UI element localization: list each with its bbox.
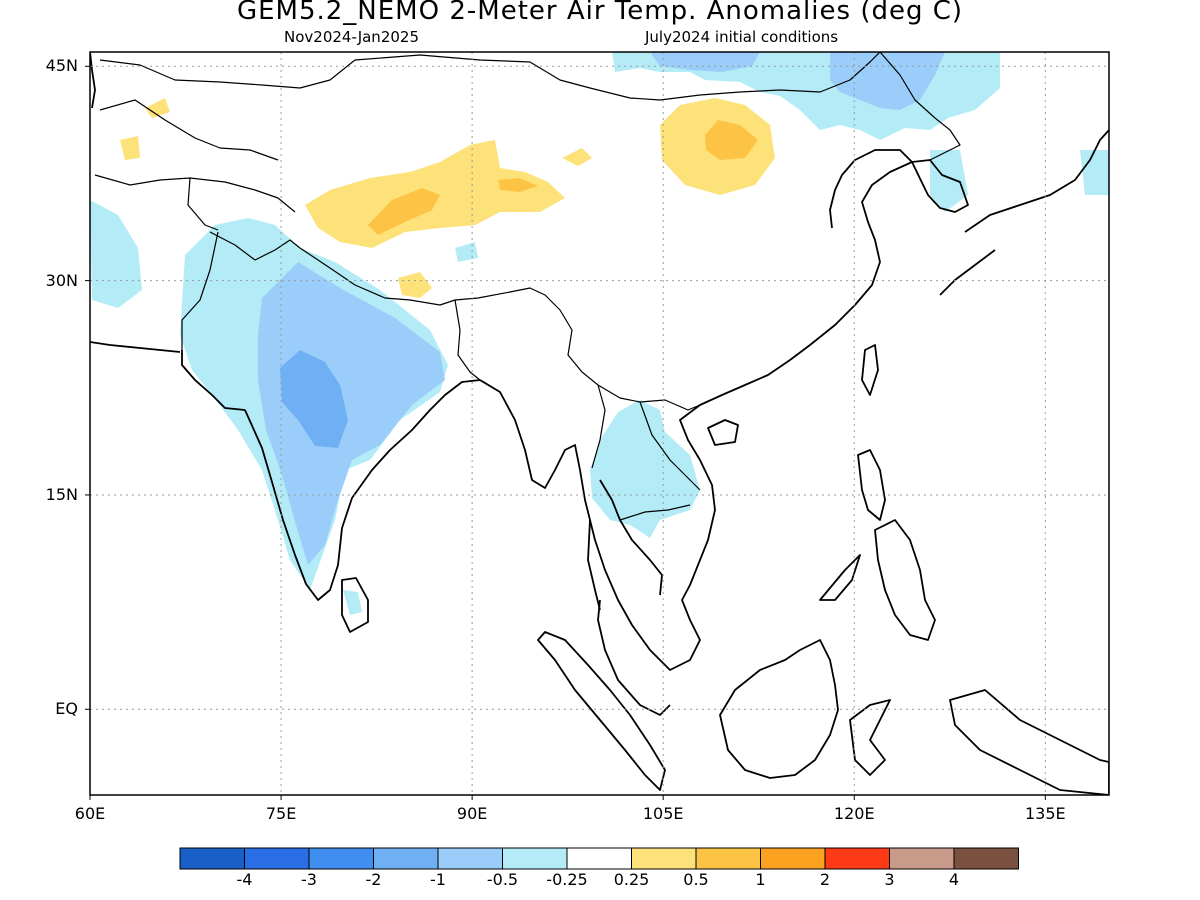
colorbar-label: 0.25 bbox=[613, 870, 650, 889]
anomaly-region-west-cyan bbox=[90, 200, 142, 308]
colorbar-swatch bbox=[889, 847, 955, 870]
colorbar-swatch bbox=[824, 847, 890, 870]
colorbar-label: -0.5 bbox=[486, 870, 519, 889]
axis-ticks bbox=[85, 65, 1046, 800]
colorbar-swatch bbox=[437, 847, 503, 870]
anomaly-region-mongolia-orange bbox=[705, 120, 758, 160]
lat-label: 30N bbox=[45, 270, 78, 290]
colorbar-label: 3 bbox=[884, 870, 895, 889]
colorbar-label: -3 bbox=[301, 870, 317, 889]
colorbar-swatch bbox=[695, 847, 761, 870]
lat-label: 15N bbox=[45, 484, 78, 504]
country-borders bbox=[94, 52, 961, 521]
colorbar-label: 1 bbox=[755, 870, 766, 889]
anomaly-region-nepal-yellow bbox=[398, 272, 432, 298]
colorbar-swatch bbox=[179, 847, 245, 870]
anomaly-region-tibet-cyan bbox=[455, 242, 478, 262]
anomaly-region-japan-cyan bbox=[1080, 150, 1109, 195]
anomaly-region-india-blue bbox=[258, 262, 445, 565]
anomaly-region-tibet-small bbox=[562, 148, 592, 166]
forecast-period: Nov2024-Jan2025 bbox=[284, 28, 419, 46]
lat-label: 45N bbox=[45, 56, 78, 76]
colorbar-swatch bbox=[502, 847, 568, 870]
anomaly-region-india-darkblue bbox=[280, 350, 348, 448]
lon-label: 75E bbox=[265, 804, 297, 823]
colorbar-label: -1 bbox=[430, 870, 446, 889]
map-title: GEM5.2_NEMO 2-Meter Air Temp. Anomalies … bbox=[236, 0, 964, 26]
anomaly-region-tibet-orange bbox=[368, 188, 440, 235]
colorbar-swatch bbox=[566, 847, 632, 870]
colorbar-label: -2 bbox=[365, 870, 382, 889]
colorbar-label: 4 bbox=[948, 870, 960, 889]
colorbar-swatch bbox=[244, 847, 310, 870]
colorbar-swatch bbox=[631, 847, 697, 870]
lon-label: 120E bbox=[833, 804, 875, 823]
anomaly-region-north-blue bbox=[650, 52, 760, 72]
colorbar-label: 2 bbox=[819, 870, 831, 889]
map-frame bbox=[89, 51, 1110, 796]
anomaly-region-indochina-cyan bbox=[590, 400, 700, 538]
anomaly-region-kaz-yellow bbox=[145, 98, 170, 118]
lon-label: 90E bbox=[456, 804, 488, 823]
coastlines bbox=[90, 52, 1109, 795]
colorbar-label: -0.25 bbox=[546, 870, 588, 889]
colorbar-label: 0.5 bbox=[683, 870, 709, 889]
colorbar-swatch bbox=[760, 847, 826, 870]
anomaly-fills bbox=[90, 52, 1109, 615]
anomaly-region-caspian-yellow bbox=[120, 136, 140, 160]
lon-label: 105E bbox=[642, 804, 684, 823]
lon-label: 60E bbox=[74, 804, 106, 823]
anomaly-region-tibet-orange2 bbox=[498, 178, 538, 192]
anomaly-region-korea-cyan bbox=[930, 150, 968, 212]
gridlines bbox=[90, 52, 1109, 795]
initial-conditions: July2024 initial conditions bbox=[645, 28, 839, 46]
colorbar-swatch bbox=[308, 847, 374, 870]
lat-label: EQ bbox=[55, 699, 78, 719]
anomaly-region-srilanka-cyan bbox=[343, 590, 362, 615]
lon-label: 135E bbox=[1024, 804, 1066, 823]
colorbar-swatch bbox=[953, 847, 1019, 870]
colorbar-swatch bbox=[373, 847, 439, 870]
colorbar bbox=[179, 847, 1019, 870]
colorbar-label: -4 bbox=[236, 870, 253, 889]
